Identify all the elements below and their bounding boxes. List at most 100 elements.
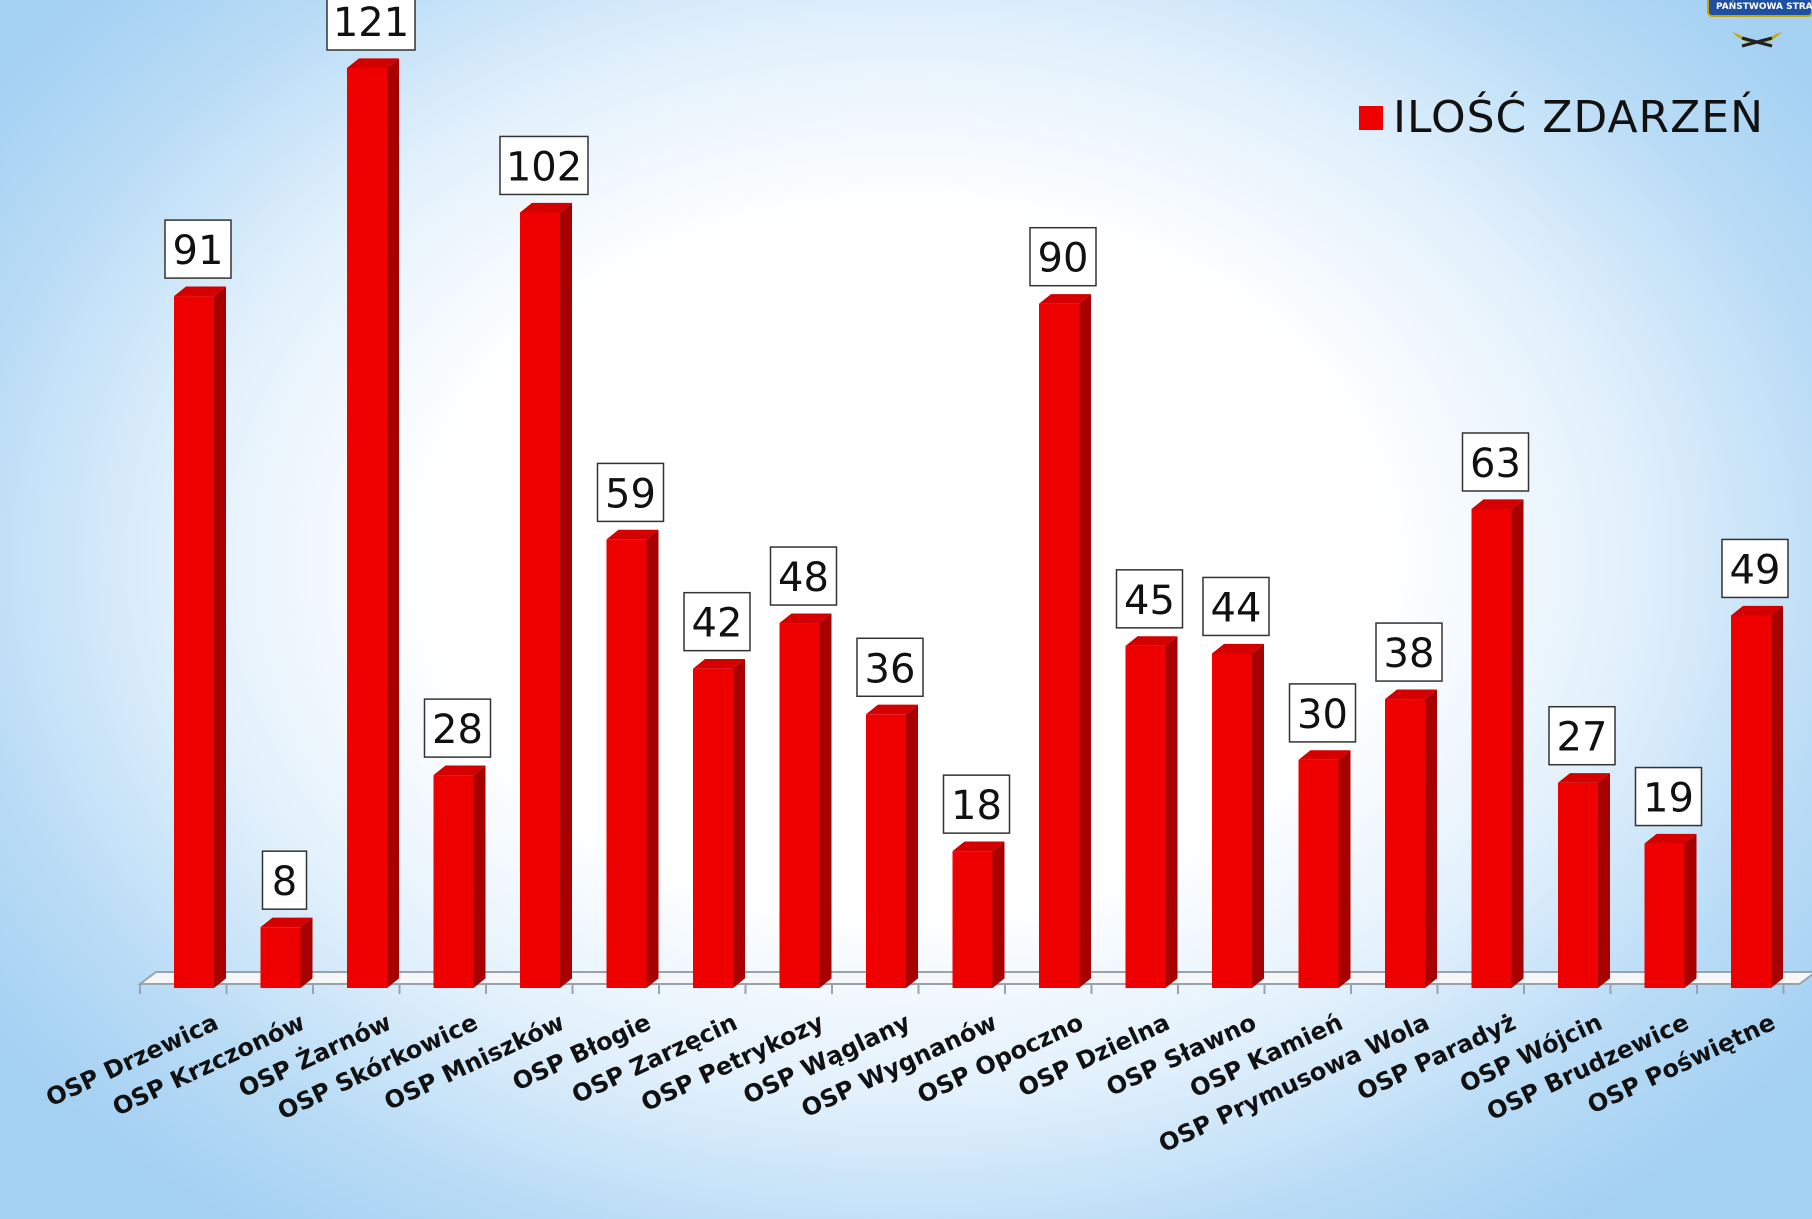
emblem-text: PAŃSTWOWA STRAŻ POŻA — [1716, 0, 1812, 12]
bar-top — [779, 613, 832, 624]
data-label: 18 — [942, 774, 1011, 834]
data-label-text: 42 — [692, 601, 743, 647]
bar-side — [473, 765, 486, 988]
data-label-text: 91 — [173, 228, 224, 274]
data-label: 63 — [1461, 432, 1530, 492]
bar-top — [1558, 773, 1610, 783]
bar-top — [1039, 294, 1091, 304]
bar-front — [1471, 508, 1512, 988]
data-label-box — [1029, 226, 1097, 287]
bar-front — [779, 623, 820, 988]
data-label-box — [1115, 569, 1184, 629]
bar-top — [1212, 643, 1264, 654]
data-label-text: 102 — [506, 144, 582, 190]
data-label-text: 8 — [272, 859, 297, 905]
bar-front — [1731, 615, 1771, 988]
bar — [866, 704, 918, 988]
bar-front — [174, 296, 214, 988]
bar-side — [1165, 636, 1178, 988]
bar-front — [1212, 653, 1252, 988]
bar — [1385, 689, 1437, 988]
data-label-box — [769, 546, 838, 606]
bar-top — [1298, 750, 1351, 760]
data-label-box — [326, 0, 416, 51]
data-label-text: 36 — [865, 646, 916, 692]
bar-front — [952, 851, 993, 988]
data-label: 42 — [683, 591, 751, 652]
bar-side — [819, 613, 832, 988]
data-label: 27 — [1548, 705, 1616, 766]
data-label: 44 — [1202, 576, 1270, 637]
data-labels-layer: 91 8 121 28 102 59 42 48 36 18 90 45 44 30 38 63 27 19 49 — [164, 0, 1789, 910]
data-label: 91 — [164, 219, 232, 279]
data-label-text: 18 — [951, 783, 1002, 829]
fire-service-emblem: PAŃSTWOWA STRAŻ POŻA — [1707, 0, 1812, 48]
bar — [347, 58, 399, 988]
bar-front — [1385, 699, 1425, 988]
bar-front — [433, 775, 474, 988]
bar-front — [1125, 645, 1166, 988]
data-label: 49 — [1721, 538, 1789, 599]
data-label-text: 90 — [1038, 236, 1089, 282]
data-label-text: 19 — [1643, 776, 1694, 822]
bar-side — [992, 841, 1005, 988]
bar-top — [952, 841, 1005, 852]
bar-top — [1125, 636, 1178, 646]
bar-front — [520, 212, 560, 988]
legend-label: ILOŚĆ ZDARZEŃ — [1393, 92, 1764, 143]
bar-top — [693, 659, 745, 669]
data-label-text: 27 — [1557, 715, 1608, 761]
bar — [1558, 773, 1610, 988]
bar-side — [733, 659, 745, 988]
bar-front — [347, 68, 387, 988]
bar-side — [387, 58, 399, 988]
data-label-box — [856, 637, 924, 698]
data-label: 8 — [261, 850, 308, 910]
data-label-box — [1548, 705, 1616, 766]
data-label-box — [1634, 766, 1703, 827]
data-label-box — [1375, 622, 1443, 682]
bar — [174, 286, 226, 989]
bar — [1039, 294, 1091, 988]
data-label-text: 48 — [778, 555, 829, 601]
bar-side — [646, 529, 659, 988]
data-label-text: 59 — [605, 471, 656, 517]
data-label: 48 — [769, 546, 838, 606]
bar — [693, 659, 745, 988]
bar — [1471, 499, 1524, 988]
bar — [779, 613, 832, 988]
bar — [260, 917, 313, 988]
bar-top — [433, 765, 486, 776]
bar-front — [606, 539, 647, 988]
data-label-box — [683, 591, 751, 652]
bar-top — [520, 202, 572, 213]
bar-side — [1771, 605, 1783, 988]
data-label: 19 — [1634, 766, 1703, 827]
data-label: 121 — [326, 0, 416, 51]
data-label-text: 121 — [333, 0, 409, 46]
data-label-box — [499, 135, 589, 196]
bar — [1298, 750, 1351, 988]
bar-front — [866, 714, 906, 988]
data-label-box — [1288, 683, 1357, 743]
bar — [1212, 643, 1264, 988]
bar — [1731, 605, 1783, 988]
bar-top — [1644, 833, 1697, 844]
data-label-text: 28 — [432, 707, 483, 753]
data-label-text: 45 — [1124, 578, 1175, 624]
data-label: 102 — [499, 135, 589, 196]
data-label: 30 — [1288, 683, 1357, 743]
bar-top — [1385, 689, 1437, 700]
data-label-box — [261, 850, 308, 910]
bar — [1125, 636, 1178, 988]
bar-side — [1079, 294, 1091, 988]
data-label: 59 — [596, 462, 665, 523]
bar-side — [1252, 643, 1264, 988]
bar — [433, 765, 486, 988]
data-label-text: 30 — [1297, 692, 1348, 738]
bar-side — [1684, 833, 1697, 988]
bar — [952, 841, 1005, 988]
bar-front — [1558, 782, 1598, 988]
